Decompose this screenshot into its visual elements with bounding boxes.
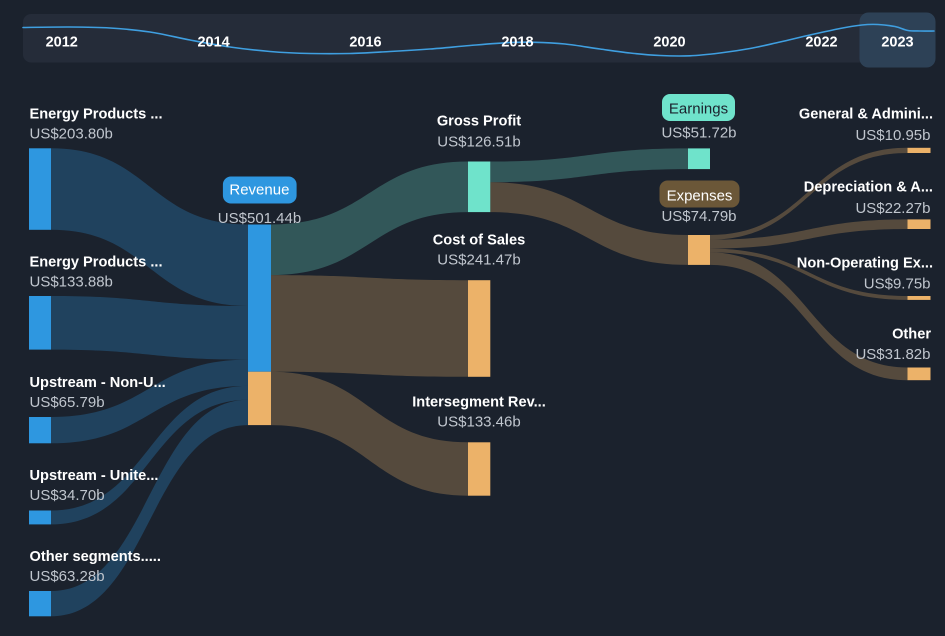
svg-text:Intersegment Rev...: Intersegment Rev... [412, 394, 546, 410]
svg-text:Expenses: Expenses [667, 188, 733, 205]
svg-text:US$501.44b: US$501.44b [218, 210, 301, 227]
svg-text:Cost of Sales: Cost of Sales [433, 232, 525, 248]
svg-text:Other: Other [892, 326, 931, 342]
svg-text:2016: 2016 [349, 35, 381, 51]
svg-text:2023: 2023 [881, 35, 913, 51]
svg-text:US$65.79b: US$65.79b [30, 394, 105, 411]
svg-text:US$34.70b: US$34.70b [30, 487, 105, 504]
svg-text:Energy Products ...: Energy Products ... [30, 107, 163, 123]
svg-text:2012: 2012 [46, 35, 78, 51]
svg-text:Other segments.....: Other segments..... [30, 549, 161, 565]
svg-text:US$22.27b: US$22.27b [855, 200, 930, 217]
svg-text:US$241.47b: US$241.47b [437, 251, 520, 268]
svg-text:General & Admini...: General & Admini... [799, 106, 933, 122]
svg-text:2014: 2014 [197, 35, 229, 51]
svg-text:Revenue: Revenue [229, 182, 289, 199]
svg-text:Earnings: Earnings [669, 101, 728, 118]
svg-text:Energy Products ...: Energy Products ... [30, 255, 163, 271]
svg-text:US$203.80b: US$203.80b [30, 126, 113, 143]
svg-text:US$51.72b: US$51.72b [661, 125, 736, 142]
svg-text:Upstream - Unite...: Upstream - Unite... [30, 468, 159, 484]
svg-text:2018: 2018 [501, 35, 533, 51]
svg-text:Upstream - Non-U...: Upstream - Non-U... [30, 375, 166, 391]
svg-text:2020: 2020 [653, 35, 685, 51]
svg-text:Gross Profit: Gross Profit [437, 114, 521, 130]
svg-text:US$9.75b: US$9.75b [864, 275, 931, 292]
svg-text:Non-Operating Ex...: Non-Operating Ex... [797, 256, 933, 272]
svg-text:US$74.79b: US$74.79b [661, 208, 736, 225]
svg-text:2022: 2022 [805, 35, 837, 51]
svg-text:US$31.82b: US$31.82b [855, 346, 930, 363]
svg-text:US$63.28b: US$63.28b [30, 568, 105, 585]
svg-text:US$126.51b: US$126.51b [437, 133, 520, 150]
svg-text:US$133.88b: US$133.88b [30, 274, 113, 291]
svg-text:Depreciation & A...: Depreciation & A... [804, 180, 933, 196]
svg-text:US$133.46b: US$133.46b [437, 413, 520, 430]
svg-text:US$10.95b: US$10.95b [855, 127, 930, 144]
